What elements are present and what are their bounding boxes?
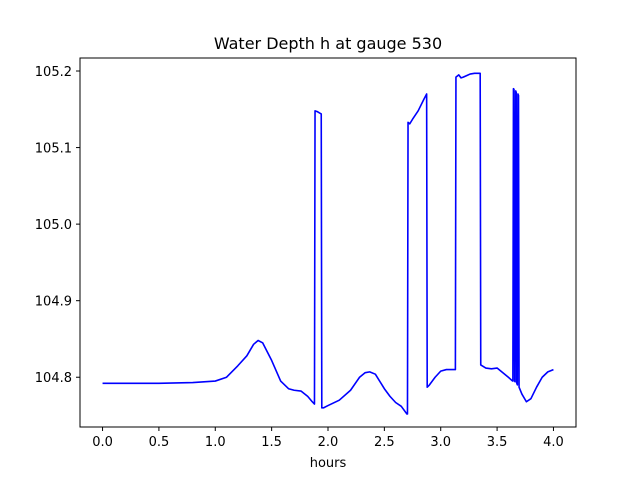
x-tick-label: 4.0: [543, 435, 564, 450]
y-tick-label: 105.1: [35, 142, 72, 157]
chart-title: Water Depth h at gauge 530: [214, 34, 442, 53]
x-tick-label: 3.0: [430, 435, 451, 450]
x-tick-label: 0.5: [149, 435, 170, 450]
x-tick-label: 1.0: [205, 435, 226, 450]
x-tick-label: 2.5: [374, 435, 395, 450]
x-axis: 0.0 0.5 1.0 1.5 2.0 2.5 3.0 3.5 4.0: [92, 427, 564, 450]
y-tick-label: 105.2: [35, 65, 72, 80]
y-tick-label: 105.0: [35, 218, 72, 233]
x-tick-label: 2.0: [318, 435, 339, 450]
x-tick-label: 3.5: [487, 435, 508, 450]
y-axis: 104.8 104.9 105.0 105.1 105.2: [35, 65, 80, 386]
y-tick-label: 104.8: [35, 371, 72, 386]
series-line-0: [102, 72, 554, 415]
y-tick-label: 104.9: [35, 295, 72, 310]
plot-area: [102, 72, 554, 415]
x-tick-label: 0.0: [92, 435, 113, 450]
x-axis-title: hours: [310, 456, 347, 471]
x-tick-label: 1.5: [261, 435, 282, 450]
